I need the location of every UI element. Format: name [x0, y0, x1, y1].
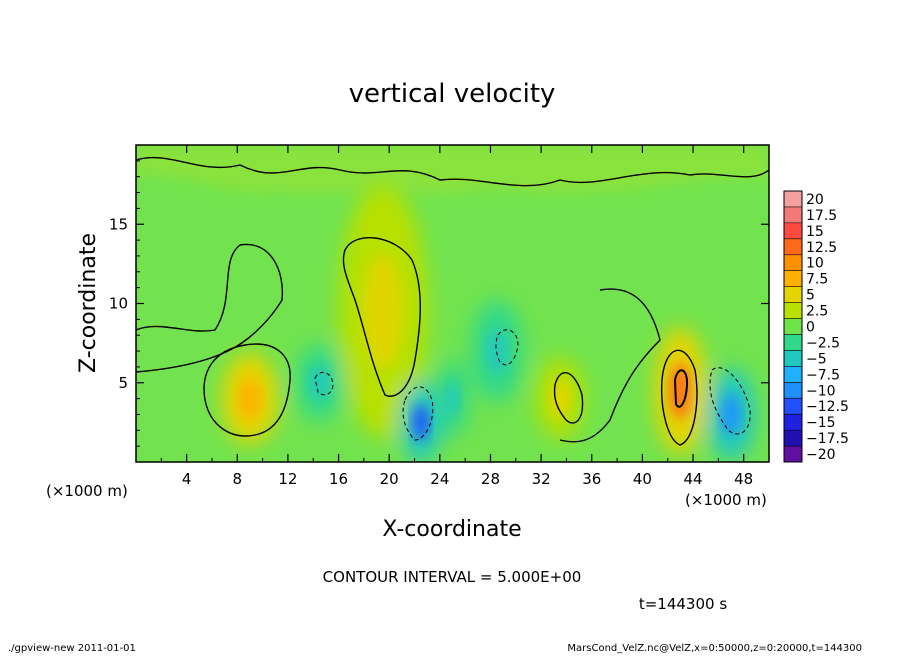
colorbar-label: 20 — [806, 192, 824, 208]
colorbar-label: 12.5 — [806, 240, 837, 256]
colorbar-label: −20 — [806, 447, 836, 463]
colorbar-label: 10 — [806, 256, 824, 272]
footer-left: ./gpview-new 2011-01-01 — [8, 643, 136, 654]
x-tick-label: 20 — [380, 470, 399, 488]
colorbar-segment — [784, 254, 802, 272]
contour-positive-center — [342, 236, 421, 397]
heatmap-feature-core — [445, 381, 460, 416]
colorbar-label: 15 — [806, 224, 824, 240]
colorbar-label: −12.5 — [806, 399, 849, 415]
heatmap-plot-area — [136, 145, 769, 462]
chart-title: vertical velocity — [349, 79, 556, 109]
colorbar-segment — [784, 382, 802, 399]
x-tick-label: 44 — [683, 470, 702, 488]
colorbar-segment — [784, 222, 802, 240]
contour-positive-core — [673, 369, 689, 408]
colorbar-label: −17.5 — [806, 431, 849, 447]
colorbar-segment — [784, 318, 802, 335]
x-axis-label: X-coordinate — [382, 517, 521, 542]
x-unit-label-left: (×1000 m) — [46, 482, 128, 500]
colorbar-label: 0 — [806, 320, 815, 336]
colorbar-label: −15 — [806, 415, 836, 431]
footer-right: MarsCond_VelZ.nc@VelZ,x=0:50000,z=0:2000… — [567, 643, 862, 654]
contour-negative — [314, 329, 751, 441]
x-tick-label: 28 — [481, 470, 500, 488]
y-axis-ticks: 5 10 15 — [109, 160, 769, 447]
x-unit-label-right: (×1000 m) — [685, 491, 767, 509]
x-tick-label: 32 — [532, 470, 551, 488]
colorbar-segment — [784, 430, 802, 447]
time-label: t=144300 s — [639, 595, 727, 613]
heatmap-feature-core — [411, 404, 430, 441]
colorbar-label: 17.5 — [806, 208, 837, 224]
contour-negative-right — [709, 367, 751, 435]
heatmap-feature-core — [237, 378, 263, 419]
colorbar-segment — [784, 270, 802, 288]
heatmap-feature-core — [485, 328, 509, 374]
x-tick-label: 12 — [278, 470, 297, 488]
contour-top — [136, 156, 769, 187]
heatmap-feature-cores — [237, 255, 742, 441]
contour-negative-left — [314, 371, 334, 396]
colorbar: 2017.51512.5107.552.50−2.5−5−7.5−10−12.5… — [783, 190, 849, 463]
colorbar-label: −5 — [806, 351, 827, 367]
colorbar-label: −2.5 — [806, 335, 840, 351]
colorbar-label: 5 — [806, 288, 815, 304]
contour-positive-right — [553, 372, 584, 424]
contour-negative-mid — [495, 329, 519, 366]
x-tick-label: 16 — [329, 470, 348, 488]
x-tick-label: 36 — [582, 470, 601, 488]
colorbar-segment — [784, 350, 802, 367]
contour-lower-right — [559, 288, 661, 443]
heatmap-feature-core — [720, 394, 742, 435]
colorbar-segment — [784, 398, 802, 415]
y-tick-label: 10 — [109, 295, 128, 313]
y-tick-label: 15 — [109, 215, 128, 233]
x-axis-ticks: 4 8 12 16 20 24 28 32 36 40 44 48 — [160, 145, 753, 488]
colorbar-label: −10 — [806, 383, 836, 399]
contour-lower-left — [136, 243, 284, 373]
colorbar-segment — [784, 206, 802, 224]
colorbar-segment — [784, 334, 802, 351]
y-axis-label: Z-coordinate — [76, 233, 101, 373]
colorbar-segment — [784, 366, 802, 383]
x-tick-label: 48 — [734, 470, 753, 488]
colorbar-segment — [784, 286, 802, 304]
colorbar-segment — [784, 446, 802, 463]
contour-positive-strong — [660, 349, 698, 446]
colorbar-label: 7.5 — [806, 272, 828, 288]
heatmap-feature-core — [363, 255, 403, 367]
x-tick-label: 24 — [430, 470, 449, 488]
colorbar-label: −7.5 — [806, 367, 840, 383]
y-tick-label: 5 — [118, 374, 128, 392]
colorbar-segment — [784, 302, 802, 320]
contour-lines — [136, 156, 769, 446]
colorbar-segment — [784, 414, 802, 431]
contour-negative-center — [402, 386, 434, 441]
x-tick-label: 4 — [182, 470, 192, 488]
contour-interval-text: CONTOUR INTERVAL = 5.000E+00 — [323, 568, 582, 586]
colorbar-segment — [784, 191, 802, 208]
contour-positive-left — [203, 343, 291, 437]
upper-layer-shading — [136, 145, 769, 195]
colorbar-segment — [784, 238, 802, 256]
colorbar-label: 2.5 — [806, 304, 828, 320]
x-tick-label: 40 — [633, 470, 652, 488]
heatmap-feature-core — [308, 366, 331, 400]
x-tick-label: 8 — [233, 470, 243, 488]
